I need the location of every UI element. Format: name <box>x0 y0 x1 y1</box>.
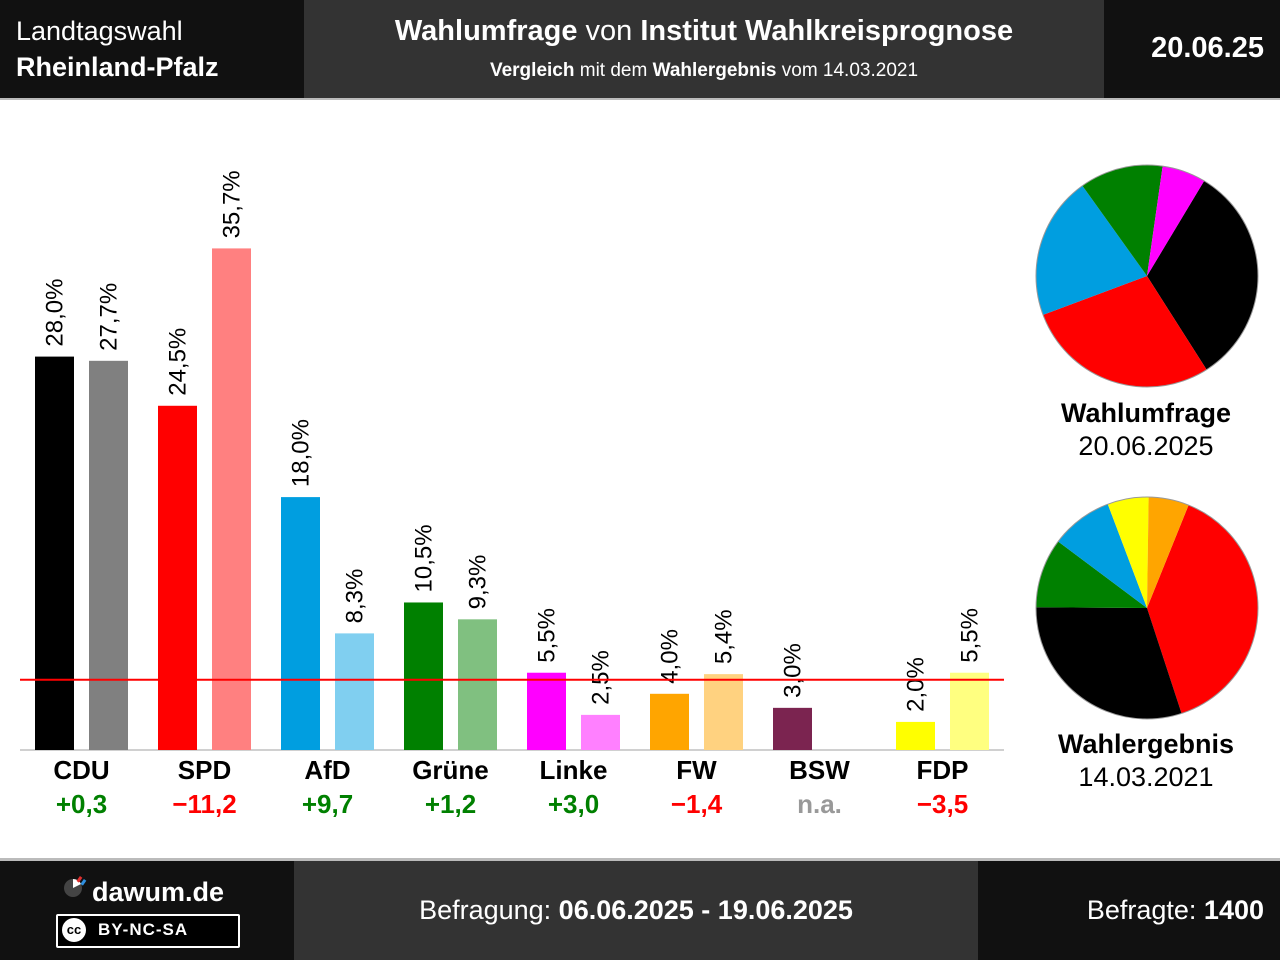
change-label: +1,2 <box>425 789 476 819</box>
bar-cdu-survey <box>35 356 74 750</box>
footer-period-box: Befragung: 06.06.2025 - 19.06.2025 <box>294 861 978 960</box>
bar-fdp-survey <box>896 721 935 750</box>
license-badge[interactable]: cc BY-NC-SA <box>56 914 240 948</box>
pie-slice-fdp <box>1107 497 1149 608</box>
change-label: −1,4 <box>671 789 723 819</box>
footer-brand-box: dawum.de cc BY-NC-SA <box>0 861 294 960</box>
subtitle-comparison: Vergleich <box>489 60 575 81</box>
bar-value-label: 4,0% <box>657 629 684 684</box>
category-label: Grüne <box>412 755 489 785</box>
bar-value-label: 24,5% <box>165 328 192 396</box>
pie-slice-grüne <box>1036 541 1147 608</box>
change-label: n.a. <box>797 789 842 819</box>
bar-value-label: 9,3% <box>465 555 492 610</box>
pie-chart-survey <box>1035 164 1259 388</box>
page-title: Wahlumfrage von Institut Wahlkreisprogno… <box>304 15 1104 48</box>
subtitle-connector: mit dem <box>574 60 653 81</box>
category-label: BSW <box>789 755 850 785</box>
header-title-box: Wahlumfrage von Institut Wahlkreisprogno… <box>304 0 1104 98</box>
election-type: Landtagswahl <box>16 16 183 46</box>
bar-fw-result <box>704 674 743 750</box>
category-label: FW <box>676 755 717 785</box>
pie-outline <box>1035 164 1259 388</box>
pie-slice-afd <box>1058 504 1147 608</box>
pie-outline <box>1035 496 1259 720</box>
license-text: BY-NC-SA <box>98 920 189 939</box>
bar-afd-survey <box>281 497 320 750</box>
bar-value-label: 2,0% <box>903 657 930 712</box>
title-survey: Wahlumfrage <box>394 15 578 47</box>
change-label: +0,3 <box>56 789 107 819</box>
pie-slice-spd <box>1043 276 1207 387</box>
survey-date: 20.06.25 <box>1151 32 1264 64</box>
pie-slice-grüne <box>1082 165 1163 276</box>
change-label: +9,7 <box>302 789 353 819</box>
pie-survey-date: 20.06.2025 <box>1078 431 1214 461</box>
bar-value-label: 2,5% <box>588 650 615 705</box>
category-label: SPD <box>178 755 231 785</box>
cc-icon: cc <box>62 918 86 942</box>
bar-afd-result <box>335 633 374 750</box>
bar-value-label: 27,7% <box>96 283 123 351</box>
bar-value-label: 5,4% <box>711 609 738 664</box>
region-name: Rheinland-Pfalz <box>16 52 219 82</box>
bar-grüne-survey <box>404 602 443 750</box>
header-divider <box>0 98 1280 100</box>
change-label: +3,0 <box>548 789 599 819</box>
bar-value-label: 10,5% <box>411 524 438 592</box>
survey-period: Befragung: 06.06.2025 - 19.06.2025 <box>294 895 978 926</box>
bar-chart: 28,0% 27,7% CDU +0,3 24,5% 35,7% SPD −11,2 18,0%… <box>20 170 1004 819</box>
pie-slice-cdu <box>1036 607 1182 719</box>
site-link[interactable]: dawum.de <box>92 877 225 907</box>
bar-value-label: 3,0% <box>780 643 807 698</box>
pie-slice-fw <box>1147 497 1189 608</box>
category-label: CDU <box>53 755 109 785</box>
pie-result-title: Wahlergebnis <box>1057 729 1235 759</box>
category-label: AfD <box>304 755 350 785</box>
title-institute: Institut Wahlkreisprognose <box>640 15 1014 47</box>
bar-value-label: 35,7% <box>219 170 246 238</box>
survey-period-value: 06.06.2025 - 19.06.2025 <box>558 895 853 925</box>
header-region-box: Landtagswahl Rheinland-Pfalz <box>0 0 304 98</box>
bar-fw-survey <box>650 693 689 750</box>
footer-divider <box>0 858 1280 861</box>
pie-result-caption: Wahlergebnis 14.03.2021 <box>1020 729 1272 793</box>
respondents: Befragte: 1400 <box>1087 895 1264 926</box>
dawum-logo-icon <box>64 875 87 897</box>
pie-slice-cdu <box>1147 180 1258 370</box>
bar-grüne-result <box>458 619 497 750</box>
header-date-box: 20.06.25 <box>1104 0 1280 98</box>
bar-cdu-result <box>89 360 128 750</box>
category-label: Linke <box>540 755 608 785</box>
bar-spd-result <box>212 248 251 751</box>
bar-fdp-result <box>950 672 989 750</box>
bar-value-label: 28,0% <box>42 279 69 347</box>
survey-period-label: Befragung: <box>419 895 559 925</box>
subtitle-result: Wahlergebnis <box>652 60 777 81</box>
bar-value-label: 5,5% <box>957 608 984 663</box>
change-label: −3,5 <box>917 789 968 819</box>
pie-chart-result <box>1035 496 1259 720</box>
respondents-label: Befragte: <box>1086 895 1204 925</box>
bar-value-label: 18,0% <box>288 419 315 487</box>
bar-value-label: 5,5% <box>534 608 561 663</box>
pie-survey-title: Wahlumfrage <box>1060 398 1231 428</box>
subtitle-date: vom 14.03.2021 <box>776 60 919 81</box>
change-label: −11,2 <box>172 789 236 819</box>
bar-spd-survey <box>158 405 197 750</box>
page-subtitle: Vergleich mit dem Wahlergebnis vom 14.03… <box>304 60 1104 82</box>
pie-result-date: 14.03.2021 <box>1078 762 1214 792</box>
bar-bsw-survey <box>773 707 812 750</box>
pie-slice-spd <box>1147 505 1258 714</box>
respondents-value: 1400 <box>1203 895 1264 925</box>
title-connector: von <box>577 15 641 47</box>
bar-linke-survey <box>527 672 566 750</box>
footer-respondents-box: Befragte: 1400 <box>978 861 1280 960</box>
bar-value-label: 8,3% <box>342 569 369 624</box>
bar-linke-result <box>581 714 620 750</box>
pie-slice-linke <box>1147 166 1205 276</box>
pie-slice-afd <box>1036 185 1147 315</box>
category-label: FDP <box>917 755 969 785</box>
pie-survey-caption: Wahlumfrage 20.06.2025 <box>1020 398 1272 462</box>
